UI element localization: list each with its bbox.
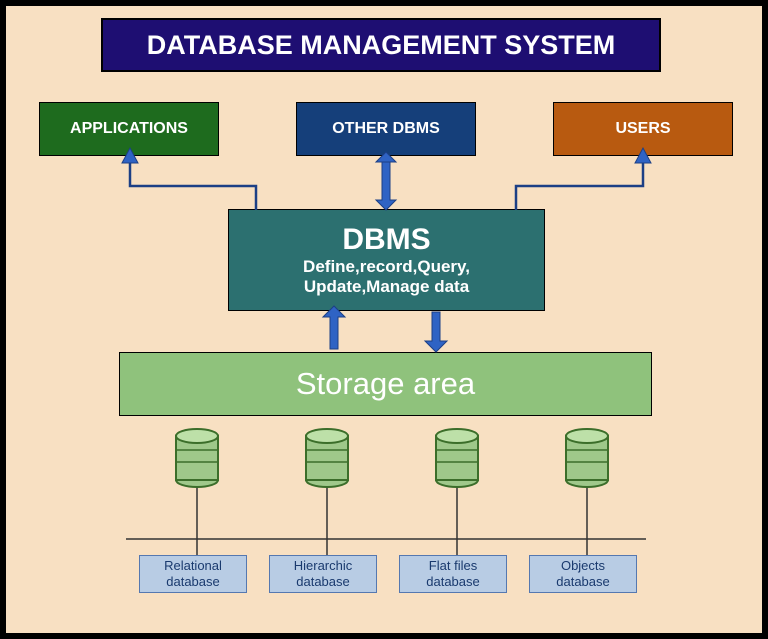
db-label-line1: Objects bbox=[561, 558, 605, 574]
title-text: DATABASE MANAGEMENT SYSTEM bbox=[147, 30, 616, 61]
arrow-storage-to-dbms bbox=[323, 306, 345, 349]
applications-label: APPLICATIONS bbox=[70, 120, 188, 138]
arrow-dbms-to-storage bbox=[425, 312, 447, 352]
db-label-line1: Hierarchic bbox=[294, 558, 353, 574]
arrow-applications-line bbox=[130, 160, 256, 210]
db-cylinder-objects bbox=[566, 429, 608, 555]
db-label-line2: database bbox=[556, 574, 610, 590]
db-label-line1: Relational bbox=[164, 558, 222, 574]
storage-box: Storage area bbox=[119, 352, 652, 416]
dbms-subtitle-1: Define,record,Query, bbox=[303, 257, 470, 277]
other-dbms-label: OTHER DBMS bbox=[332, 120, 440, 138]
connectors-layer bbox=[6, 6, 762, 633]
storage-label: Storage area bbox=[296, 366, 475, 402]
db-cylinder-flatfiles bbox=[436, 429, 478, 555]
dbms-subtitle-2: Update,Manage data bbox=[304, 277, 469, 297]
users-label: USERS bbox=[615, 120, 670, 138]
db-cylinder-hierarchic bbox=[306, 429, 348, 555]
db-cylinder-relational bbox=[176, 429, 218, 555]
arrow-otherdbms-down bbox=[376, 162, 396, 210]
dbms-title: DBMS bbox=[342, 223, 430, 257]
db-label-line2: database bbox=[166, 574, 220, 590]
arrow-users-line bbox=[516, 160, 643, 210]
diagram-canvas: DATABASE MANAGEMENT SYSTEM APPLICATIONS … bbox=[6, 6, 762, 633]
other-dbms-box: OTHER DBMS bbox=[296, 102, 476, 156]
db-label-hierarchic: Hierarchic database bbox=[269, 555, 377, 593]
db-label-relational: Relational database bbox=[139, 555, 247, 593]
db-label-line1: Flat files bbox=[429, 558, 477, 574]
db-label-flatfiles: Flat files database bbox=[399, 555, 507, 593]
title-box: DATABASE MANAGEMENT SYSTEM bbox=[101, 18, 661, 72]
dbms-box: DBMS Define,record,Query, Update,Manage … bbox=[228, 209, 545, 311]
applications-box: APPLICATIONS bbox=[39, 102, 219, 156]
arrow-otherdbms-up bbox=[376, 152, 396, 206]
db-label-objects: Objects database bbox=[529, 555, 637, 593]
db-label-line2: database bbox=[426, 574, 480, 590]
users-box: USERS bbox=[553, 102, 733, 156]
db-label-line2: database bbox=[296, 574, 350, 590]
